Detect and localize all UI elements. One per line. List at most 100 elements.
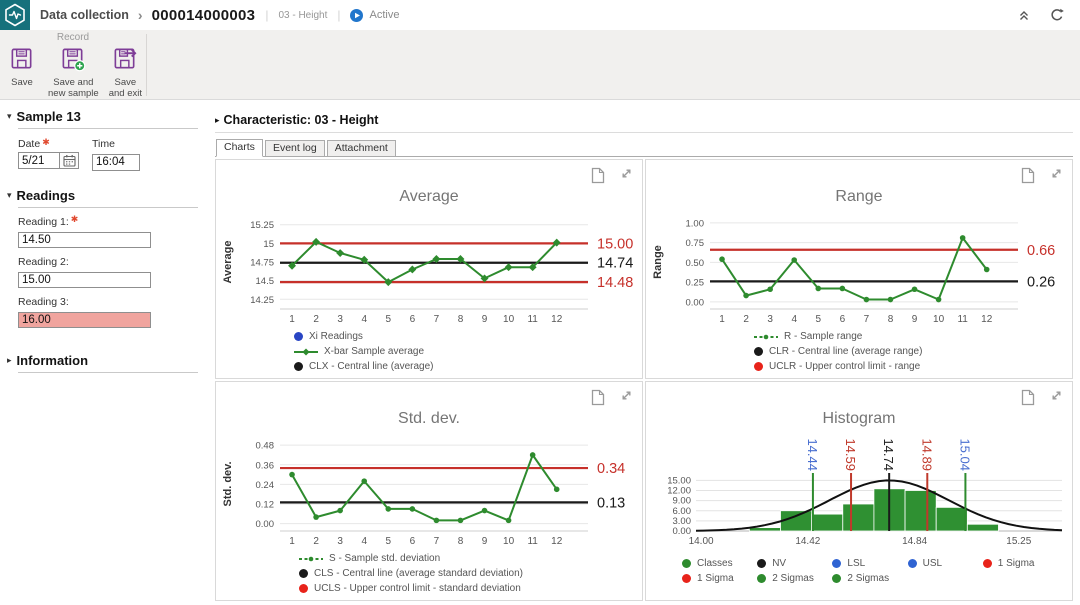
chevron-right-icon: ▸ <box>7 354 12 365</box>
expand-icon[interactable] <box>620 389 633 406</box>
section-header-readings[interactable]: ▾ Readings <box>7 188 208 203</box>
export-document-icon[interactable] <box>591 389 605 406</box>
svg-text:0.24: 0.24 <box>256 480 275 491</box>
status-badge: Active <box>369 9 400 21</box>
svg-text:14.74: 14.74 <box>597 256 633 272</box>
legend-marker <box>682 573 691 583</box>
button-label-line: new sample <box>48 88 99 100</box>
svg-text:0.75: 0.75 <box>686 238 705 249</box>
section-header-sample[interactable]: ▾ Sample 13 <box>7 109 208 124</box>
reading-1-input[interactable] <box>18 231 151 248</box>
svg-text:3: 3 <box>337 536 343 547</box>
refresh-icon[interactable] <box>1050 8 1064 22</box>
sidebar: ▾ Sample 13 Date ✱ <box>0 100 208 605</box>
histogram-legend: Classes NV LSL USL 1 Sigma 1 Sigma 2 Sigmas 2 S… <box>682 556 1058 585</box>
breadcrumb[interactable]: Data collection <box>40 8 129 22</box>
svg-text:14.25: 14.25 <box>250 295 274 306</box>
legend-marker <box>754 347 763 356</box>
svg-text:15.00: 15.00 <box>667 475 691 486</box>
svg-text:12: 12 <box>551 314 563 325</box>
svg-text:Average: Average <box>222 240 234 283</box>
calendar-button[interactable] <box>60 152 79 169</box>
svg-text:14.75: 14.75 <box>250 258 274 269</box>
tab-event-log[interactable]: Event log <box>264 140 325 156</box>
date-input[interactable] <box>18 152 60 169</box>
export-document-icon[interactable] <box>1021 167 1035 184</box>
calendar-icon <box>62 154 76 167</box>
svg-text:1: 1 <box>719 314 725 325</box>
range-legend: R - Sample range CLR - Central line (aver… <box>754 329 1072 374</box>
time-input[interactable] <box>92 153 140 171</box>
svg-text:14.42: 14.42 <box>795 536 820 547</box>
svg-text:0.34: 0.34 <box>597 461 625 477</box>
expand-icon[interactable] <box>1050 389 1063 406</box>
legend-marker <box>294 347 318 357</box>
legend-marker <box>754 362 763 371</box>
reading-field-group: Reading 2: <box>18 256 208 288</box>
legend-item: 1 Sigma <box>682 571 757 585</box>
svg-text:6: 6 <box>840 314 846 325</box>
save-and-exit-button[interactable]: Save and exit <box>106 45 145 101</box>
svg-text:15.25: 15.25 <box>250 220 274 231</box>
expand-icon[interactable] <box>620 167 633 184</box>
svg-text:6.00: 6.00 <box>673 506 692 517</box>
svg-text:5: 5 <box>386 314 392 325</box>
svg-text:8: 8 <box>458 314 464 325</box>
topbar-actions <box>1018 8 1080 22</box>
svg-text:0.12: 0.12 <box>256 500 275 511</box>
time-field-group: Time <box>92 138 140 171</box>
panel-range: Range 1.00 0.75 0.50 0.25 0.00 Range 1 2 3 4 5 6 7 8 9… <box>645 159 1073 379</box>
legend-marker <box>299 554 323 564</box>
ribbon: Record Save <box>0 30 1080 100</box>
reading-2-input[interactable] <box>18 271 151 288</box>
legend-label: 1 Sigma <box>697 572 734 584</box>
floppy-disk-icon <box>9 46 35 77</box>
svg-text:3.00: 3.00 <box>673 516 692 527</box>
svg-text:14.5: 14.5 <box>256 276 275 287</box>
svg-text:15.00: 15.00 <box>597 236 633 252</box>
svg-text:3: 3 <box>337 314 343 325</box>
save-button[interactable]: Save <box>3 45 41 101</box>
legend-label: Xi Readings <box>309 331 363 342</box>
divider <box>18 371 198 373</box>
main-content: ▸ Characteristic: 03 - Height Charts Eve… <box>215 100 1073 605</box>
svg-text:6: 6 <box>410 536 416 547</box>
section-title: Information <box>16 352 89 368</box>
app-logo[interactable] <box>0 0 30 30</box>
legend-item: X-bar Sample average <box>294 344 424 359</box>
legend-item: CLX - Central line (average) <box>294 359 434 374</box>
svg-text:2: 2 <box>743 314 749 325</box>
section-header-information[interactable]: ▸ Information <box>7 353 208 368</box>
play-circle-icon[interactable] <box>350 8 364 22</box>
legend-item: Classes <box>682 556 757 570</box>
legend-item: UCLR - Upper control limit - range <box>754 359 920 374</box>
reading-3-input[interactable] <box>18 311 151 328</box>
svg-text:6: 6 <box>410 314 416 325</box>
legend-label: X-bar Sample average <box>324 346 425 357</box>
export-document-icon[interactable] <box>591 167 605 184</box>
breadcrumb-chevron-icon: › <box>137 7 143 23</box>
characteristic-header[interactable]: ▸ Characteristic: 03 - Height <box>215 113 1073 127</box>
floppy-disk-arrow-icon <box>112 46 138 77</box>
divider <box>18 128 198 129</box>
export-document-icon[interactable] <box>1021 389 1035 406</box>
divider: | <box>265 8 269 22</box>
save-and-new-sample-button[interactable]: Save and new sample <box>45 45 102 101</box>
collapse-ribbon-icon[interactable] <box>1018 9 1030 21</box>
svg-text:2: 2 <box>313 314 319 325</box>
tab-charts[interactable]: Charts <box>216 139 263 157</box>
legend-marker <box>832 573 842 583</box>
expand-icon[interactable] <box>1050 167 1063 184</box>
legend-marker <box>299 584 308 593</box>
legend-item: UCLS - Upper control limit - standard de… <box>299 581 521 596</box>
legend-label: USL <box>922 557 943 569</box>
tab-attachment[interactable]: Attachment <box>326 140 396 156</box>
legend-item: CLS - Central line (average standard dev… <box>299 566 523 581</box>
legend-item: Xi Readings <box>294 329 363 344</box>
svg-text:9: 9 <box>912 314 918 325</box>
reading-field-group: Reading 3: <box>18 296 208 328</box>
